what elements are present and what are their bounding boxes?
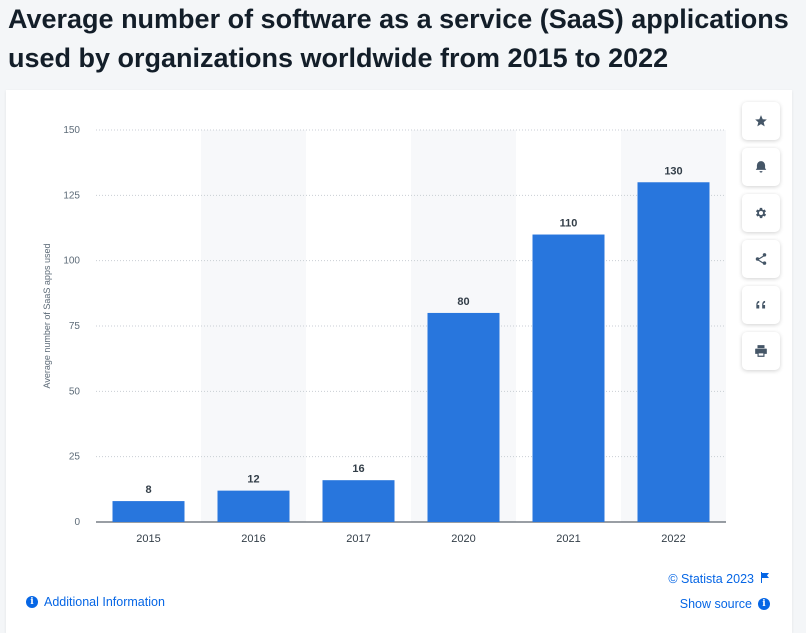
y-tick-labels: 0 25 50 75 100 125 150 <box>63 125 80 528</box>
x-tick-label: 2017 <box>346 533 370 545</box>
star-icon <box>755 115 767 127</box>
x-tick-label: 2016 <box>241 533 265 545</box>
print-icon <box>755 345 767 357</box>
show-source-label: Show source <box>679 597 752 611</box>
chart-card: 8 12 16 80 110 130 0 25 50 75 100 125 150 2015 2016 2… <box>6 90 792 633</box>
chart-toolbar <box>742 102 780 378</box>
x-tick-label: 2022 <box>661 533 685 545</box>
bar[interactable] <box>637 182 710 522</box>
y-tick-label: 0 <box>74 517 80 528</box>
copyright-text: © Statista 2023 <box>668 572 754 586</box>
copyright-link[interactable]: © Statista 2023 <box>668 572 770 586</box>
bar[interactable] <box>427 312 500 522</box>
data-label: 80 <box>457 296 469 308</box>
y-tick-label: 50 <box>69 386 81 397</box>
data-label: 8 <box>145 484 151 496</box>
x-tick-label: 2020 <box>451 533 475 545</box>
data-label: 130 <box>664 165 682 177</box>
x-tick-label: 2015 <box>136 533 160 545</box>
y-tick-label: 100 <box>63 256 80 267</box>
y-axis-label: Average number of SaaS apps used <box>42 244 52 389</box>
bar[interactable] <box>112 501 185 522</box>
gridlines <box>96 129 726 523</box>
bar[interactable] <box>532 234 605 523</box>
settings-button[interactable] <box>742 194 780 232</box>
info-icon: i <box>758 598 770 610</box>
bars <box>112 182 710 523</box>
cite-button[interactable] <box>742 286 780 324</box>
share-button[interactable] <box>742 240 780 278</box>
additional-information-label: Additional Information <box>44 595 165 609</box>
y-tick-label: 150 <box>63 125 80 136</box>
share-icon <box>755 253 767 265</box>
additional-information-link[interactable]: i Additional Information <box>26 595 165 609</box>
notification-button[interactable] <box>742 148 780 186</box>
x-tick-label: 2021 <box>556 533 580 545</box>
quote-icon <box>756 300 766 309</box>
print-button[interactable] <box>742 332 780 370</box>
data-label: 12 <box>247 474 259 486</box>
page-title: Average number of software as a service … <box>8 4 789 73</box>
data-label: 110 <box>560 218 578 230</box>
data-label: 16 <box>352 463 364 475</box>
x-tick-labels: 2015 2016 2017 2020 2021 2022 <box>136 533 685 545</box>
info-icon: i <box>26 596 38 608</box>
favorite-button[interactable] <box>742 102 780 140</box>
show-source-link[interactable]: Show source i <box>680 597 770 611</box>
flag-icon <box>760 572 770 586</box>
gear-icon <box>755 207 767 219</box>
y-tick-label: 75 <box>69 321 81 332</box>
y-tick-label: 125 <box>63 190 80 201</box>
bar[interactable] <box>322 480 395 522</box>
y-tick-label: 25 <box>69 452 81 463</box>
data-labels: 8 12 16 80 110 130 <box>145 165 682 496</box>
bell-icon <box>755 161 767 173</box>
bar[interactable] <box>217 490 290 522</box>
